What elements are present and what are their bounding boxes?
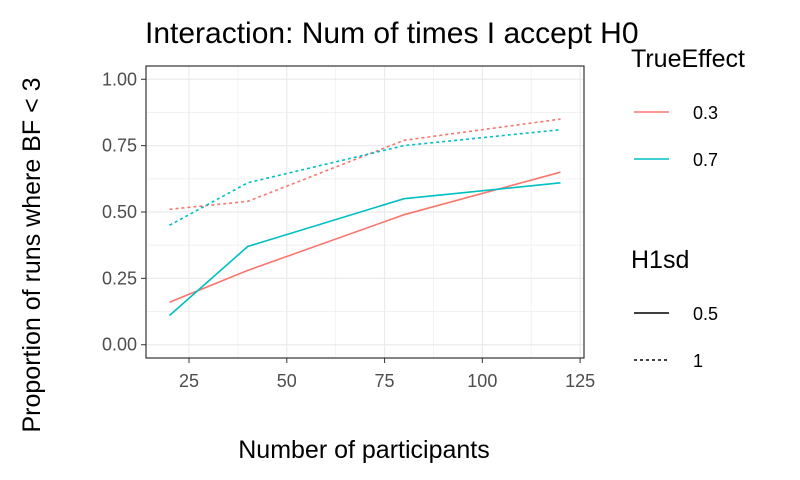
series-line [169,128,561,227]
legend: TrueEffect 0.3 0.7 H1sd 0.5 1 [631,45,745,371]
legend-label: 0.7 [693,150,718,170]
legend-label: 1 [693,351,703,371]
y-tick-label: 0.75 [102,136,137,156]
y-tick-label: 0.00 [102,335,137,355]
y-tick-label: 0.50 [102,202,137,222]
legend-label: 0.3 [693,103,718,123]
legend-title: TrueEffect [631,45,745,73]
y-axis-title: Proportion of runs where BF < 3 [18,77,46,432]
plot-panel: 25 50 75 100 125 0.00 0.25 0.50 0.75 1.00 [102,65,595,391]
x-tick-label: 125 [565,371,595,391]
legend-title: H1sd [631,246,689,274]
y-tick-label: 1.00 [102,69,137,89]
legend-label: 0.5 [693,304,718,324]
x-tick-label: 50 [277,371,297,391]
series-line [168,182,561,317]
chart-title: Interaction: Num of times I accept H0 [145,17,639,50]
x-tick-label: 100 [467,371,497,391]
series-line [169,118,561,211]
y-tick-label: 0.25 [102,268,137,288]
x-axis-title: Number of participants [238,436,490,464]
x-tick-label: 75 [375,371,395,391]
x-tick-label: 25 [179,371,199,391]
series-line [169,171,561,304]
